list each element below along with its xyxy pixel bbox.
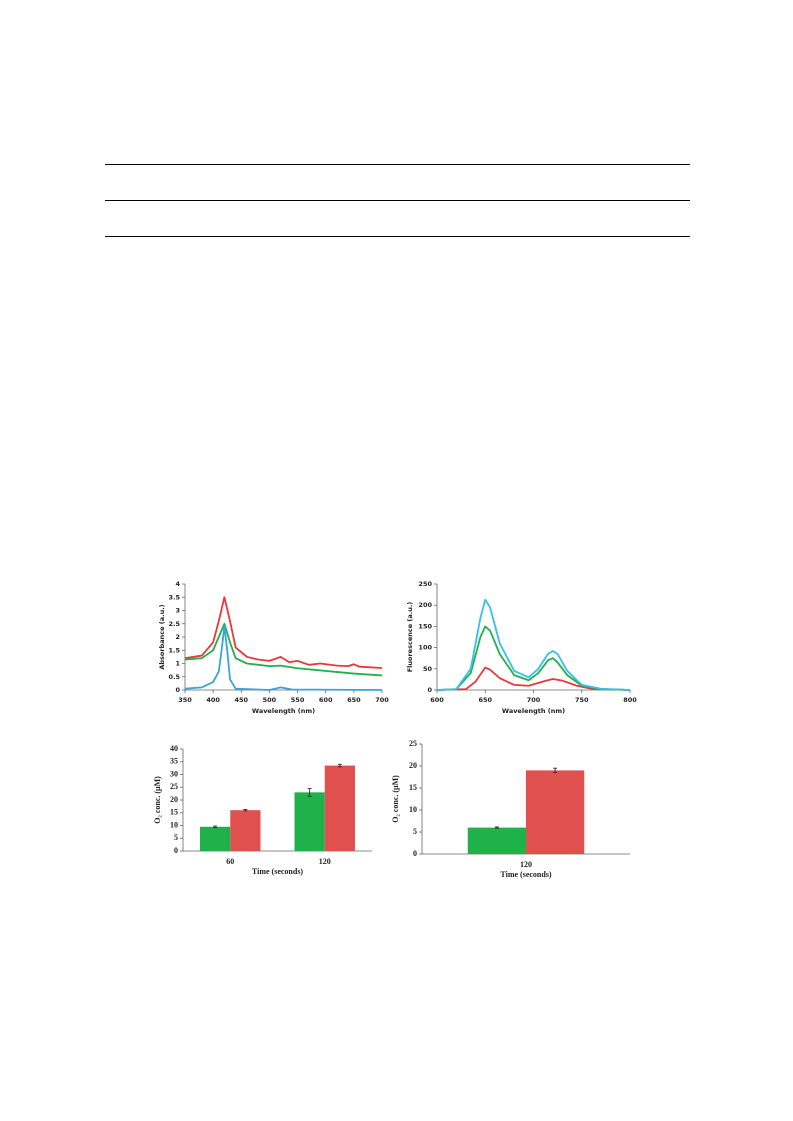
- x-tick-label: 800: [623, 696, 637, 704]
- y-tick-label: 3.5: [168, 593, 180, 601]
- series-line: [436, 666, 631, 691]
- y-tick-label: 3: [175, 607, 180, 615]
- x-tick-label: 500: [263, 696, 277, 704]
- x-tick-label: 60: [226, 857, 234, 866]
- y-tick-label: 0: [413, 849, 417, 858]
- error-bar: [213, 825, 218, 828]
- series-line: [184, 625, 383, 691]
- x-tick-label: 750: [575, 696, 589, 704]
- series-line: [436, 625, 631, 691]
- y-tick-label: 1.5: [168, 646, 180, 654]
- x-tick-label: 350: [178, 696, 192, 704]
- error-bar: [307, 788, 312, 797]
- y-tick-label: 250: [418, 580, 432, 588]
- bar: [324, 765, 355, 851]
- y-tick-label: 150: [418, 622, 432, 630]
- y-tick-label: 2: [175, 633, 180, 641]
- x-tick-label: 450: [234, 696, 248, 704]
- y-tick-label: 5: [413, 827, 417, 836]
- y-tick-label: 25: [170, 782, 178, 791]
- y-tick-label: 10: [170, 820, 178, 829]
- y-tick-label: 20: [409, 761, 417, 770]
- bar: [230, 810, 261, 851]
- error-bar: [243, 809, 248, 812]
- y-tick-label: 0: [175, 686, 180, 694]
- x-axis-label: Wavelength (nm): [502, 707, 565, 715]
- y-tick-label: 0: [174, 846, 178, 855]
- y-tick-label: 25: [409, 739, 417, 748]
- y-tick-label: 50: [423, 665, 433, 673]
- bar: [526, 770, 585, 854]
- x-axis-label: Wavelength (nm): [252, 707, 315, 715]
- x-tick-label: 700: [527, 696, 541, 704]
- y-tick-label: 30: [170, 769, 178, 778]
- x-axis-label: Time (seconds): [500, 870, 552, 879]
- y-tick-label: 4: [175, 580, 180, 588]
- y-tick-label: 5: [174, 833, 178, 842]
- y-tick-label: 15: [170, 808, 178, 817]
- x-tick-label: 600: [319, 696, 333, 704]
- error-bar: [553, 767, 558, 773]
- y-tick-label: 40: [170, 744, 178, 753]
- y-tick-label: 10: [409, 805, 417, 814]
- x-tick-label: 120: [520, 860, 532, 869]
- x-tick-label: 120: [319, 857, 331, 866]
- series-line: [436, 598, 631, 691]
- x-tick-label: 550: [291, 696, 305, 704]
- y-axis-label: Absorbance (a.u.): [158, 604, 166, 669]
- x-tick-label: 700: [375, 696, 389, 704]
- y-tick-label: 20: [170, 795, 178, 804]
- y-tick-label: 2.5: [168, 620, 180, 628]
- bar: [467, 827, 526, 854]
- x-tick-label: 400: [206, 696, 220, 704]
- series-line: [184, 596, 383, 669]
- y-tick-label: 200: [418, 601, 432, 609]
- x-tick-label: 650: [478, 696, 492, 704]
- series-line: [184, 622, 383, 677]
- y-axis-label: O₂ conc. (μM): [391, 775, 400, 823]
- y-tick-label: 0: [427, 686, 432, 694]
- bar: [294, 792, 325, 851]
- y-tick-label: 100: [418, 644, 432, 652]
- y-tick-label: 15: [409, 783, 417, 792]
- x-tick-label: 600: [430, 696, 444, 704]
- error-bar: [494, 826, 499, 829]
- y-axis-label: O₂ conc. (μM): [153, 776, 162, 824]
- error-bar: [337, 763, 342, 768]
- y-tick-label: 0.5: [168, 673, 180, 681]
- y-tick-label: 1: [175, 660, 180, 668]
- x-axis-label: Time (seconds): [252, 867, 304, 876]
- x-tick-label: 650: [347, 696, 361, 704]
- bar: [200, 826, 231, 851]
- y-axis-label: Fluorescence (a.u.): [406, 602, 414, 673]
- y-tick-label: 35: [170, 757, 178, 766]
